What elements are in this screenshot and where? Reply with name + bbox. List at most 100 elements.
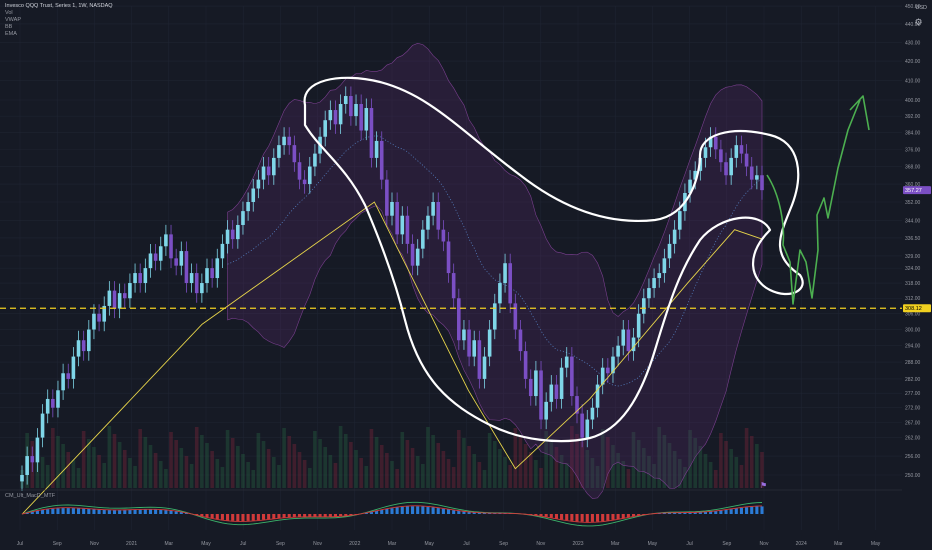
- candle-body: [451, 273, 456, 299]
- volume-bar: [580, 442, 584, 488]
- macd-histogram-bar: [755, 506, 759, 514]
- time-axis[interactable]: Jul Sep Nov 2021 Mar May Jul Sep Nov 2022 Mar May Ju…: [17, 541, 881, 547]
- macd-histogram-bar: [703, 511, 708, 514]
- candle-body: [395, 201, 399, 235]
- candle-body: [585, 419, 590, 438]
- macd-histogram-bar: [441, 508, 445, 514]
- macd-histogram-bar: [436, 508, 440, 514]
- y-tick-label: 294.00: [905, 344, 921, 350]
- volume-bar: [338, 426, 343, 488]
- macd-histogram-bar: [128, 510, 132, 514]
- candle-body: [349, 96, 353, 117]
- macd-histogram-bar: [323, 514, 327, 517]
- price-axis[interactable]: 250.00 256.00 262.00 267.00 272.00 277.00 282.…: [903, 4, 931, 479]
- volume-bar: [76, 468, 81, 488]
- candle-body: [153, 253, 158, 261]
- macd-line: [21, 501, 763, 527]
- x-tick-label: Sep: [499, 541, 508, 547]
- volume-bar: [477, 462, 482, 488]
- candle-body: [554, 384, 559, 399]
- gear-icon[interactable]: ⚙: [914, 17, 923, 27]
- volume-bar: [194, 427, 199, 488]
- volume-bar: [148, 445, 153, 488]
- volume-bar: [564, 463, 569, 488]
- candle-body: [415, 248, 420, 266]
- candle-body: [462, 329, 466, 341]
- price-badge-bg: [903, 186, 931, 195]
- candle-body: [755, 175, 759, 180]
- candle-body: [71, 356, 76, 379]
- macd-histogram-bar: [123, 510, 127, 514]
- volume-bar: [318, 439, 322, 488]
- candle-body: [534, 370, 538, 397]
- volume-bar: [266, 449, 271, 488]
- candle-body: [328, 110, 333, 121]
- volume-bar: [513, 428, 518, 488]
- volume-bar: [410, 448, 415, 488]
- volume-bar: [729, 449, 733, 488]
- x-tick-label: 2024: [796, 541, 807, 547]
- macd-histogram-bar: [693, 512, 697, 514]
- candle-body: [92, 313, 96, 330]
- macd-histogram-bar: [426, 506, 430, 514]
- macd-histogram-bar: [457, 510, 461, 514]
- indicator-vol[interactable]: Vol: [5, 10, 13, 16]
- x-tick-label: Sep: [722, 541, 731, 547]
- candle-body: [338, 103, 343, 125]
- candle-body: [333, 110, 338, 125]
- y-tick-label: 410.00: [905, 78, 921, 84]
- macd-histogram-bar: [585, 514, 589, 522]
- x-tick-label: May: [648, 541, 658, 547]
- macd-histogram-bar: [385, 509, 389, 514]
- macd-histogram-bar: [226, 514, 230, 521]
- x-tick-label: Jul: [240, 541, 246, 547]
- macd-pane-label[interactable]: CM_Ult_MacD_MTF: [5, 493, 56, 499]
- volume-bar: [215, 459, 220, 488]
- volume-bar: [652, 464, 656, 488]
- volume-bar: [143, 437, 148, 488]
- candle-body: [390, 201, 394, 216]
- y-tick-label: 368.00: [905, 165, 921, 171]
- bollinger-envelope: [227, 43, 763, 499]
- indicator-ema[interactable]: EMA: [5, 31, 17, 37]
- volume-bar: [498, 449, 502, 488]
- candle-body: [662, 258, 667, 274]
- macd-histogram-bar: [477, 512, 481, 514]
- volume-bar: [297, 452, 302, 488]
- macd-histogram-bar: [570, 514, 574, 521]
- macd-histogram-bar: [575, 514, 579, 522]
- volume-bar: [611, 445, 615, 488]
- candle-body: [405, 215, 410, 244]
- y-tick-label: 344.00: [905, 218, 921, 224]
- volume-bar: [220, 467, 225, 488]
- macd-histogram-bar: [133, 509, 137, 514]
- candle-body: [410, 243, 415, 266]
- macd-histogram-bar: [76, 508, 81, 514]
- volume-bar: [457, 430, 461, 488]
- candle-body: [374, 140, 379, 158]
- macd-histogram-bar: [421, 506, 425, 514]
- chart-title: Invesco QQQ Trust, Series 1, 1W, NASDAQ: [5, 3, 113, 9]
- flag-icon: ⚑: [760, 481, 767, 490]
- macd-histogram-bar: [462, 511, 466, 514]
- indicator-bb[interactable]: BB: [5, 24, 13, 30]
- volume-bar: [749, 436, 754, 488]
- volume-bar: [189, 464, 194, 488]
- macd-histogram-bar: [205, 514, 209, 518]
- macd-histogram-bar: [92, 509, 96, 514]
- volume-bar: [595, 466, 600, 488]
- x-tick-label: Nov: [760, 541, 769, 547]
- macd-histogram-bar: [364, 512, 368, 514]
- volume-bar: [688, 430, 692, 488]
- volume-bar: [45, 465, 50, 488]
- volume-bar: [282, 428, 286, 488]
- macd-pane: [0, 489, 902, 527]
- candle-body: [354, 103, 358, 117]
- y-tick-label: 262.00: [905, 436, 921, 442]
- volume-bar: [755, 444, 759, 488]
- indicator-vwap[interactable]: VWAP: [5, 17, 21, 23]
- candle-body: [379, 140, 384, 180]
- volume-bar: [590, 458, 595, 488]
- macd-histogram-bar: [416, 506, 420, 514]
